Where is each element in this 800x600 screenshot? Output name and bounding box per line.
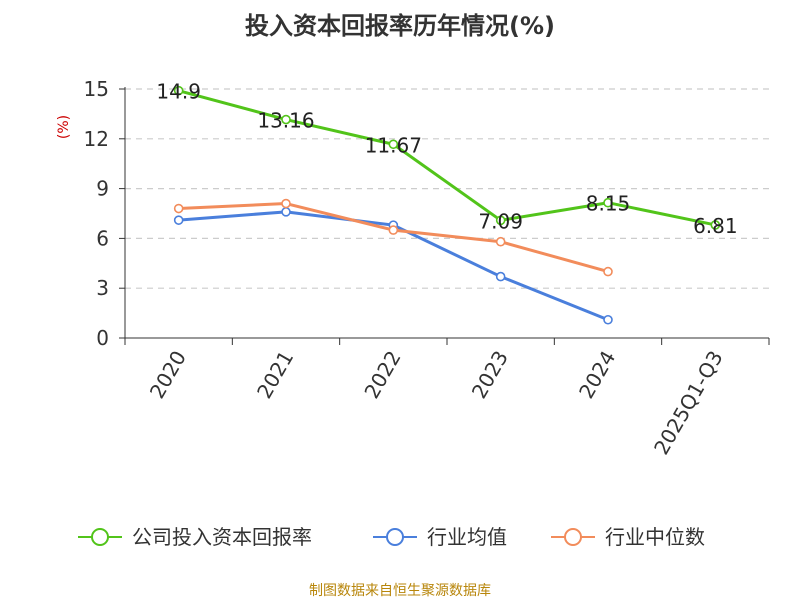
series-point [173,215,184,225]
series-line [178,89,716,227]
source-note: 制图数据来自恒生聚源数据库 [309,583,491,599]
series-point [281,114,291,125]
series-point [388,139,399,150]
y-axis-label: (%) [56,115,72,139]
x-tick-label: 2025Q1-Q3 [649,347,728,459]
data-label: 11.67 [365,133,422,157]
y-tick-label: 0 [96,326,109,350]
data-label: 13.16 [257,109,314,133]
legend-label: 行业均值 [427,525,507,549]
legend: 公司投入资本回报率 行业均值 行业中位数 [78,525,705,549]
data-label: 6.81 [693,214,738,238]
legend-marker [91,528,109,546]
series-point [603,266,613,277]
x-tick-label: 2021 [252,347,298,403]
gridlines [125,88,769,289]
series-point [281,207,291,217]
series-point [495,236,506,247]
legend-label: 公司投入资本回报率 [132,525,312,549]
legend-label: 行业中位数 [605,525,705,549]
series-point [603,197,613,208]
legend-marker [564,528,582,546]
series-point [281,198,291,209]
y-tick-label: 3 [96,276,109,300]
y-tick-label: 15 [84,77,109,101]
series-point [710,220,721,230]
x-tick-label: 2022 [359,347,405,403]
series-point [495,271,506,282]
data-label: 7.09 [478,209,523,233]
series-point [173,85,184,96]
y-tick-label: 6 [96,226,109,250]
x-tick-label: 2020 [145,347,191,403]
x-tick-label: 2023 [467,346,513,402]
data-label: 14.9 [156,80,201,104]
chart-title: 投入资本回报率历年情况(%) [245,12,555,40]
y-tick-label: 9 [96,177,109,201]
series-point [603,314,613,325]
data-labels: 14.9 13.16 11.67 7.09 8.15 6.81 [156,80,737,238]
data-label: 8.15 [586,192,631,216]
series-layer [173,85,721,325]
series-point [495,215,506,226]
legend-marker [386,528,404,546]
series-point [173,203,184,214]
series-point [388,225,399,235]
x-tick-label: 2024 [574,347,620,403]
axes: 0 3 6 9 12 15 2020 2021 2022 2023 2024 2025Q1-Q3 [84,77,770,459]
y-tick-label: 12 [84,127,109,151]
